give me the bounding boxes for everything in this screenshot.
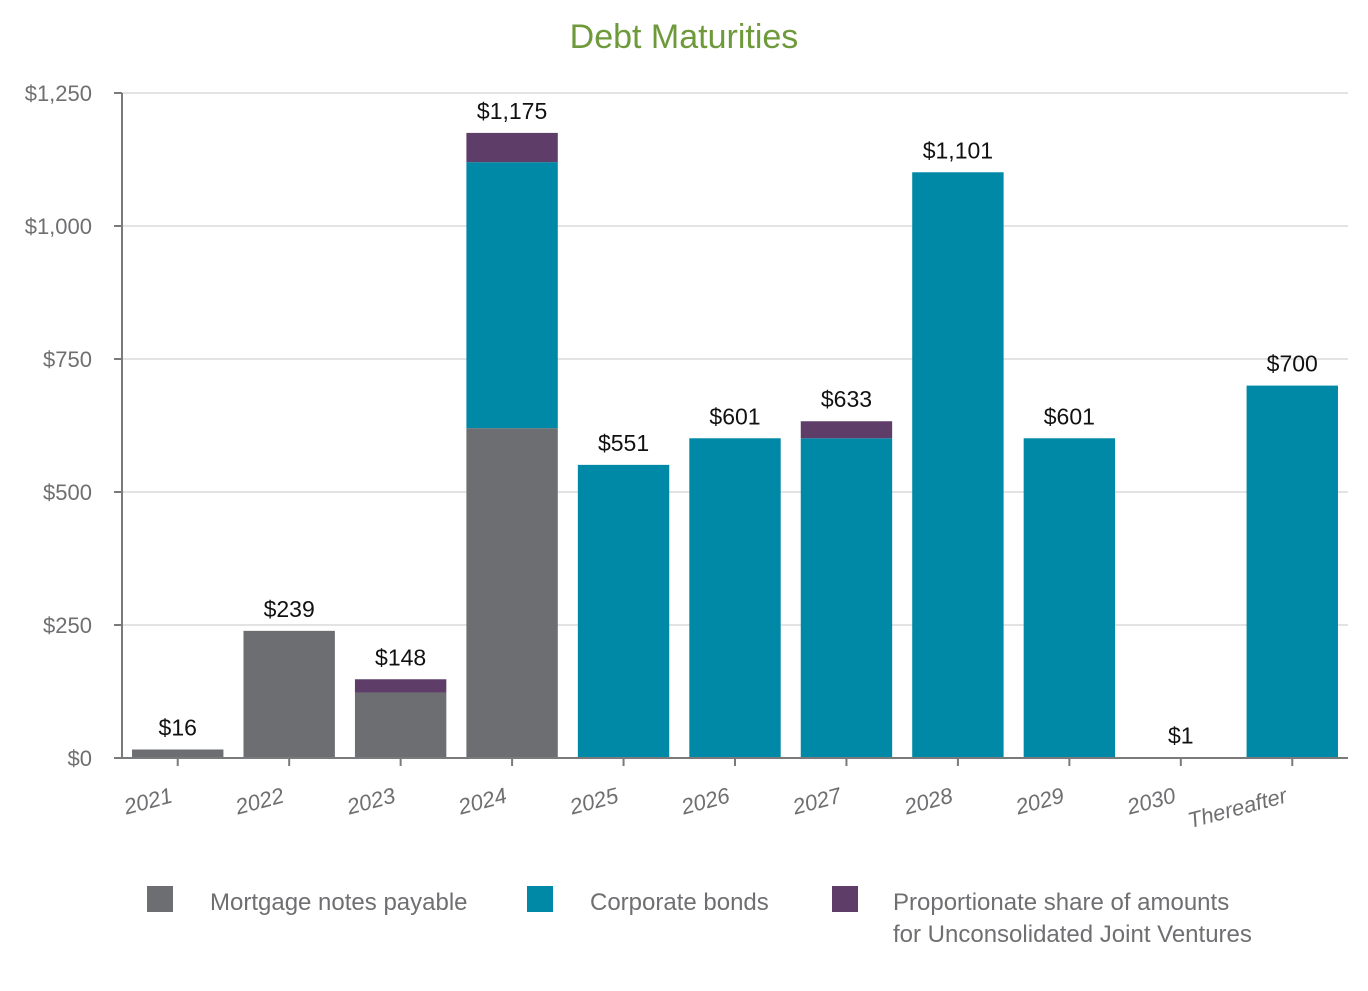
y-tick-label-5: $1,250 bbox=[25, 81, 92, 106]
bar-2024-series-1 bbox=[466, 162, 558, 429]
x-tick-label-8: 2029 bbox=[1012, 783, 1067, 820]
x-tick-label-4: 2025 bbox=[566, 782, 621, 819]
legend-swatch-1 bbox=[527, 886, 553, 912]
legend-label-0-line-0: Mortgage notes payable bbox=[210, 889, 468, 916]
bar-2023-series-0 bbox=[354, 692, 447, 758]
legend-label-1-line-0: Corporate bonds bbox=[590, 889, 769, 916]
legend-label-2-line-1: for Unconsolidated Joint Ventures bbox=[893, 921, 1252, 948]
y-tick-label-4: $1,000 bbox=[25, 214, 92, 239]
x-tick-label-7: 2028 bbox=[900, 782, 955, 819]
bar-2026-series-1 bbox=[689, 438, 781, 758]
x-tick-label-1: 2022 bbox=[232, 783, 287, 820]
x-tick-label-6: 2027 bbox=[789, 782, 844, 819]
legend-label-2-line-0: Proportionate share of amounts bbox=[893, 889, 1229, 916]
bar-2027-series-2 bbox=[800, 421, 893, 439]
data-label-2024: $1,175 bbox=[477, 98, 547, 124]
data-label-2023: $148 bbox=[375, 644, 426, 670]
x-tick-label-5: 2026 bbox=[678, 782, 733, 819]
bar-2024-series-2 bbox=[466, 132, 558, 163]
bar-2022-series-0 bbox=[243, 630, 335, 758]
x-tick-label-2: 2023 bbox=[343, 782, 398, 819]
data-label-2028: $1,101 bbox=[923, 137, 993, 163]
legend: Mortgage notes payable Corporate bonds Pro… bbox=[147, 886, 1252, 948]
data-label-2025: $551 bbox=[598, 430, 649, 456]
data-label-2030: $1 bbox=[1168, 722, 1194, 748]
x-tick-label-3: 2024 bbox=[455, 783, 510, 820]
gridlines bbox=[122, 92, 1348, 626]
y-tick-label-0: $0 bbox=[68, 746, 92, 771]
legend-swatch-2 bbox=[832, 886, 858, 912]
bar-2025-series-1 bbox=[577, 464, 670, 758]
bar-2023-series-2 bbox=[354, 679, 447, 693]
bar-thereafter-series-1 bbox=[1246, 385, 1338, 758]
bars-group bbox=[132, 132, 1338, 758]
y-tick-label-3: $750 bbox=[43, 347, 92, 372]
legend-swatch-0 bbox=[147, 886, 173, 912]
bar-2028-series-1 bbox=[912, 172, 1004, 758]
x-tick-label-9: 2030 bbox=[1123, 782, 1178, 819]
y-tick-label-2: $500 bbox=[43, 480, 92, 505]
data-label-2021: $16 bbox=[159, 714, 197, 740]
bar-2027-series-1 bbox=[800, 438, 893, 758]
x-tick-label-0: 2021 bbox=[120, 783, 175, 820]
axes-group bbox=[114, 92, 1348, 766]
data-label-2027: $633 bbox=[821, 386, 872, 412]
data-label-2026: $601 bbox=[709, 403, 760, 429]
y-tick-label-1: $250 bbox=[43, 613, 92, 638]
data-label-2022: $239 bbox=[264, 596, 315, 622]
data-label-thereafter: $700 bbox=[1267, 351, 1318, 377]
bar-2024-series-0 bbox=[466, 428, 558, 758]
data-label-2029: $601 bbox=[1044, 403, 1095, 429]
bar-2021-series-0 bbox=[132, 749, 224, 758]
x-tick-label-10: Thereafter bbox=[1185, 782, 1291, 833]
chart-title: Debt Maturities bbox=[570, 18, 799, 56]
data-labels-group: $16 $239 $148 $1,175 $551 $601 $633 $1,101 $601 $… bbox=[159, 98, 1318, 749]
bar-2029-series-1 bbox=[1023, 438, 1116, 758]
